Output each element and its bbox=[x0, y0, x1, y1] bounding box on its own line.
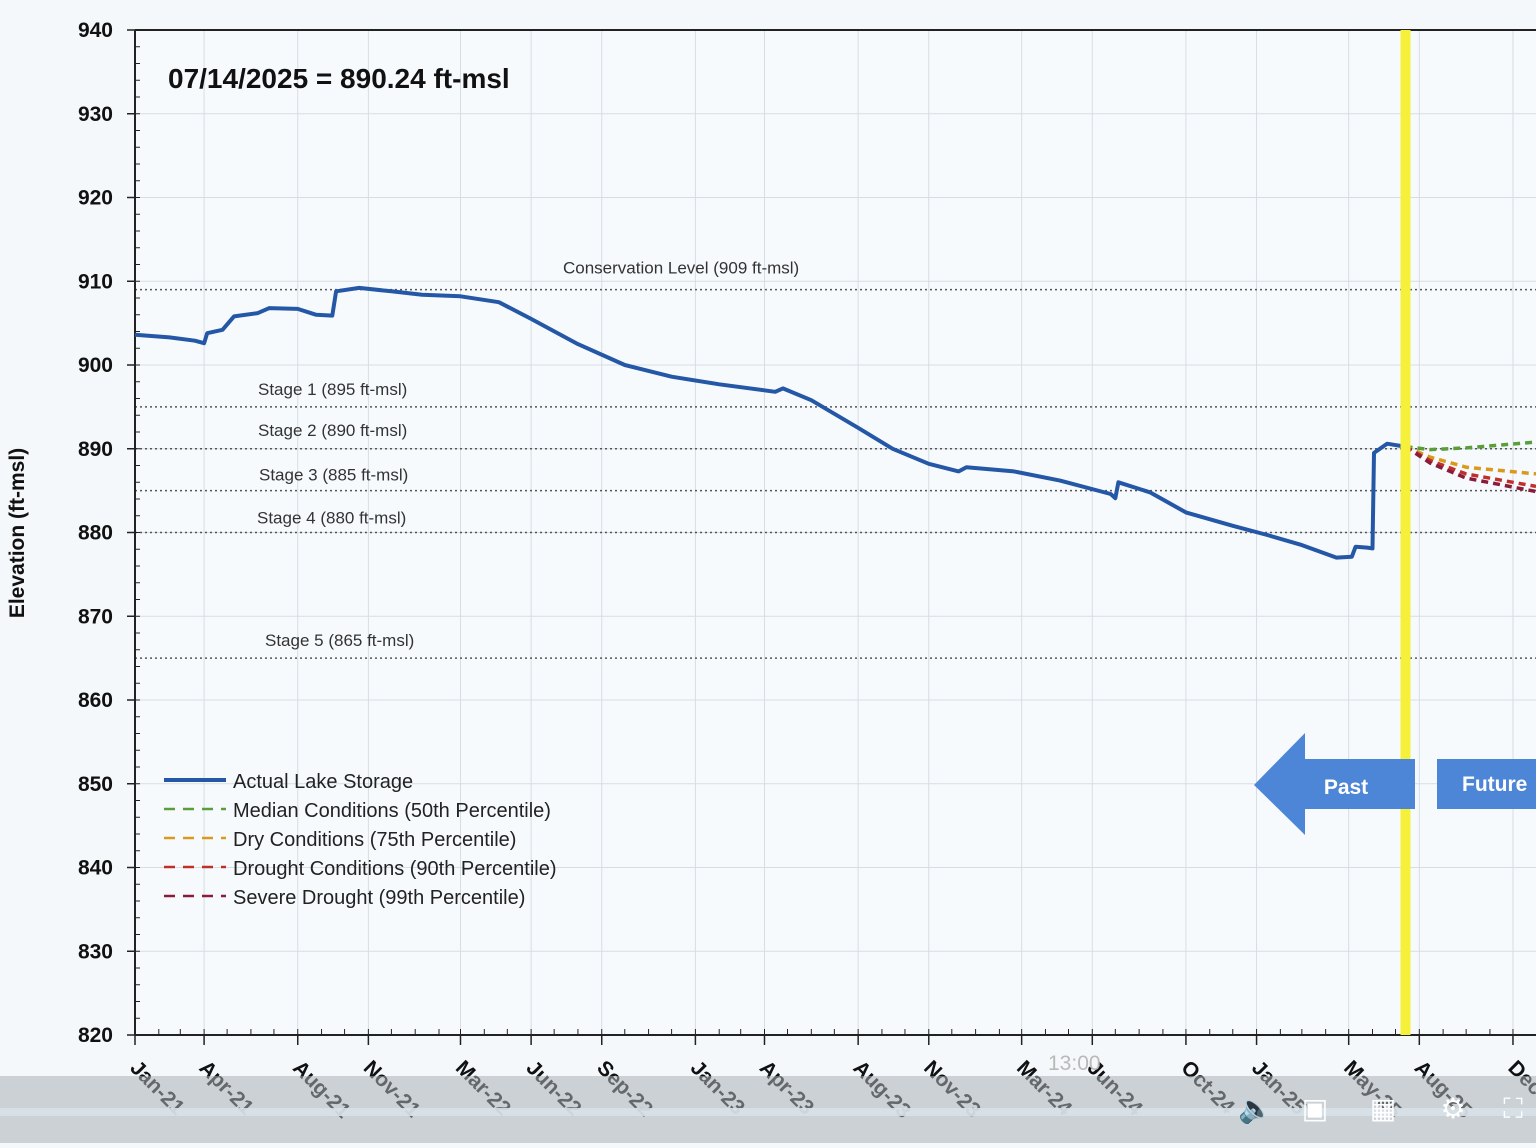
y-tick-label: 940 bbox=[78, 19, 113, 42]
legend-label: Severe Drought (99th Percentile) bbox=[233, 887, 525, 909]
subtitles-icon[interactable]: ▣ bbox=[1298, 1092, 1332, 1126]
storyboard-icon[interactable]: ▦ bbox=[1366, 1092, 1400, 1126]
y-tick-label: 840 bbox=[78, 857, 113, 880]
future-arrow-label: Future bbox=[1462, 773, 1527, 796]
chart-title: 07/14/2025 = 890.24 ft-msl bbox=[168, 63, 510, 94]
today-marker-layer bbox=[1400, 30, 1410, 1035]
y-tick-label: 910 bbox=[78, 270, 113, 293]
reference-line-label: Stage 2 (890 ft-msl) bbox=[258, 421, 407, 440]
legend-label: Actual Lake Storage bbox=[233, 771, 413, 793]
legend-label: Drought Conditions (90th Percentile) bbox=[233, 858, 557, 880]
y-tick-label: 820 bbox=[78, 1024, 113, 1047]
y-tick-label: 860 bbox=[78, 689, 113, 712]
today-marker bbox=[1400, 30, 1410, 1035]
reference-line-label: Stage 1 (895 ft-msl) bbox=[258, 380, 407, 399]
y-tick-label: 880 bbox=[78, 522, 113, 545]
y-tick-label: 900 bbox=[78, 354, 113, 377]
y-axis-label: Elevation (ft-msl) bbox=[6, 448, 29, 618]
legend-label: Median Conditions (50th Percentile) bbox=[233, 800, 551, 822]
reference-line-label: Conservation Level (909 ft-msl) bbox=[563, 259, 799, 278]
reference-line-label: Stage 5 (865 ft-msl) bbox=[265, 631, 414, 650]
y-tick-label: 850 bbox=[78, 773, 113, 796]
fullscreen-icon[interactable]: ⛶ bbox=[1496, 1092, 1530, 1126]
y-tick-label: 890 bbox=[78, 438, 113, 461]
y-tick-label: 870 bbox=[78, 605, 113, 628]
video-timestamp: 13:00 bbox=[1048, 1052, 1101, 1076]
y-tick-label: 930 bbox=[78, 103, 113, 126]
y-tick-label: 920 bbox=[78, 187, 113, 210]
legend-label: Dry Conditions (75th Percentile) bbox=[233, 829, 516, 851]
y-tick-label: 830 bbox=[78, 940, 113, 963]
gear-icon[interactable]: ⚙ bbox=[1436, 1092, 1470, 1126]
speaker-icon[interactable]: 🔈 bbox=[1238, 1092, 1272, 1126]
reference-line-label: Stage 3 (885 ft-msl) bbox=[259, 466, 408, 485]
past-arrow-label: Past bbox=[1324, 776, 1368, 799]
reference-line-label: Stage 4 (880 ft-msl) bbox=[257, 509, 406, 528]
